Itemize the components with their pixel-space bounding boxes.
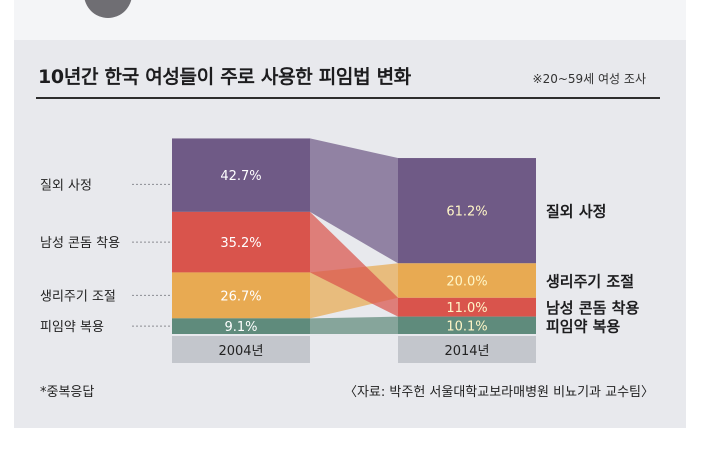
flow-질외-사정 [310, 138, 398, 264]
value-label-2014: 10.1% [446, 319, 487, 334]
value-label-2014: 11.0% [446, 301, 487, 316]
legend-label-left: 생리주기 조절 [40, 289, 116, 304]
category-box [398, 336, 536, 363]
bar-2014-피임약-복용 [398, 316, 536, 334]
legend-label-left: 남성 콘돔 착용 [40, 236, 120, 251]
legend-label-right: 질외 사정 [546, 203, 606, 221]
value-label-2004: 35.2% [220, 236, 261, 251]
flow-남성-콘돔-착용 [310, 211, 398, 317]
value-label-2014: 20.0% [446, 275, 487, 290]
footnote: *중복응답 [40, 385, 95, 400]
source-credit: 〈자료: 박주헌 서울대학교보라매병원 비뇨기과 교수팀〉 [343, 385, 654, 400]
bar-2004-남성-콘돔-착용 [172, 211, 310, 273]
legend-label-right: 생리주기 조절 [546, 273, 634, 291]
category-label: 2014년 [444, 344, 489, 359]
value-label-2014: 61.2% [446, 205, 487, 220]
value-label-2004: 42.7% [220, 169, 261, 184]
flow-피임약-복용 [310, 316, 398, 334]
bar-2014-남성-콘돔-착용 [398, 297, 536, 317]
legend-label-right: 피임약 복용 [546, 317, 620, 335]
title-divider [36, 97, 660, 99]
bar-2004-질외-사정 [172, 138, 310, 212]
category-box [172, 336, 310, 363]
bar-2004-피임약-복용 [172, 318, 310, 334]
value-label-2004: 26.7% [220, 289, 261, 304]
legend-label-left: 질외 사정 [40, 178, 92, 193]
value-label-2004: 9.1% [224, 320, 257, 335]
survey-note: ※20~59세 여성 조사 [532, 72, 646, 86]
top-circle-icon [84, 0, 132, 18]
bar-2004-생리주기-조절 [172, 272, 310, 319]
bar-2014-생리주기-조절 [398, 263, 536, 298]
legend-label-left: 피임약 복용 [40, 320, 104, 335]
chart-title: 10년간 한국 여성들이 주로 사용한 피임법 변화 [38, 66, 411, 88]
bar-2014-질외-사정 [398, 158, 536, 264]
category-label: 2004년 [218, 344, 263, 359]
legend-label-right: 남성 콘돔 착용 [546, 299, 639, 317]
